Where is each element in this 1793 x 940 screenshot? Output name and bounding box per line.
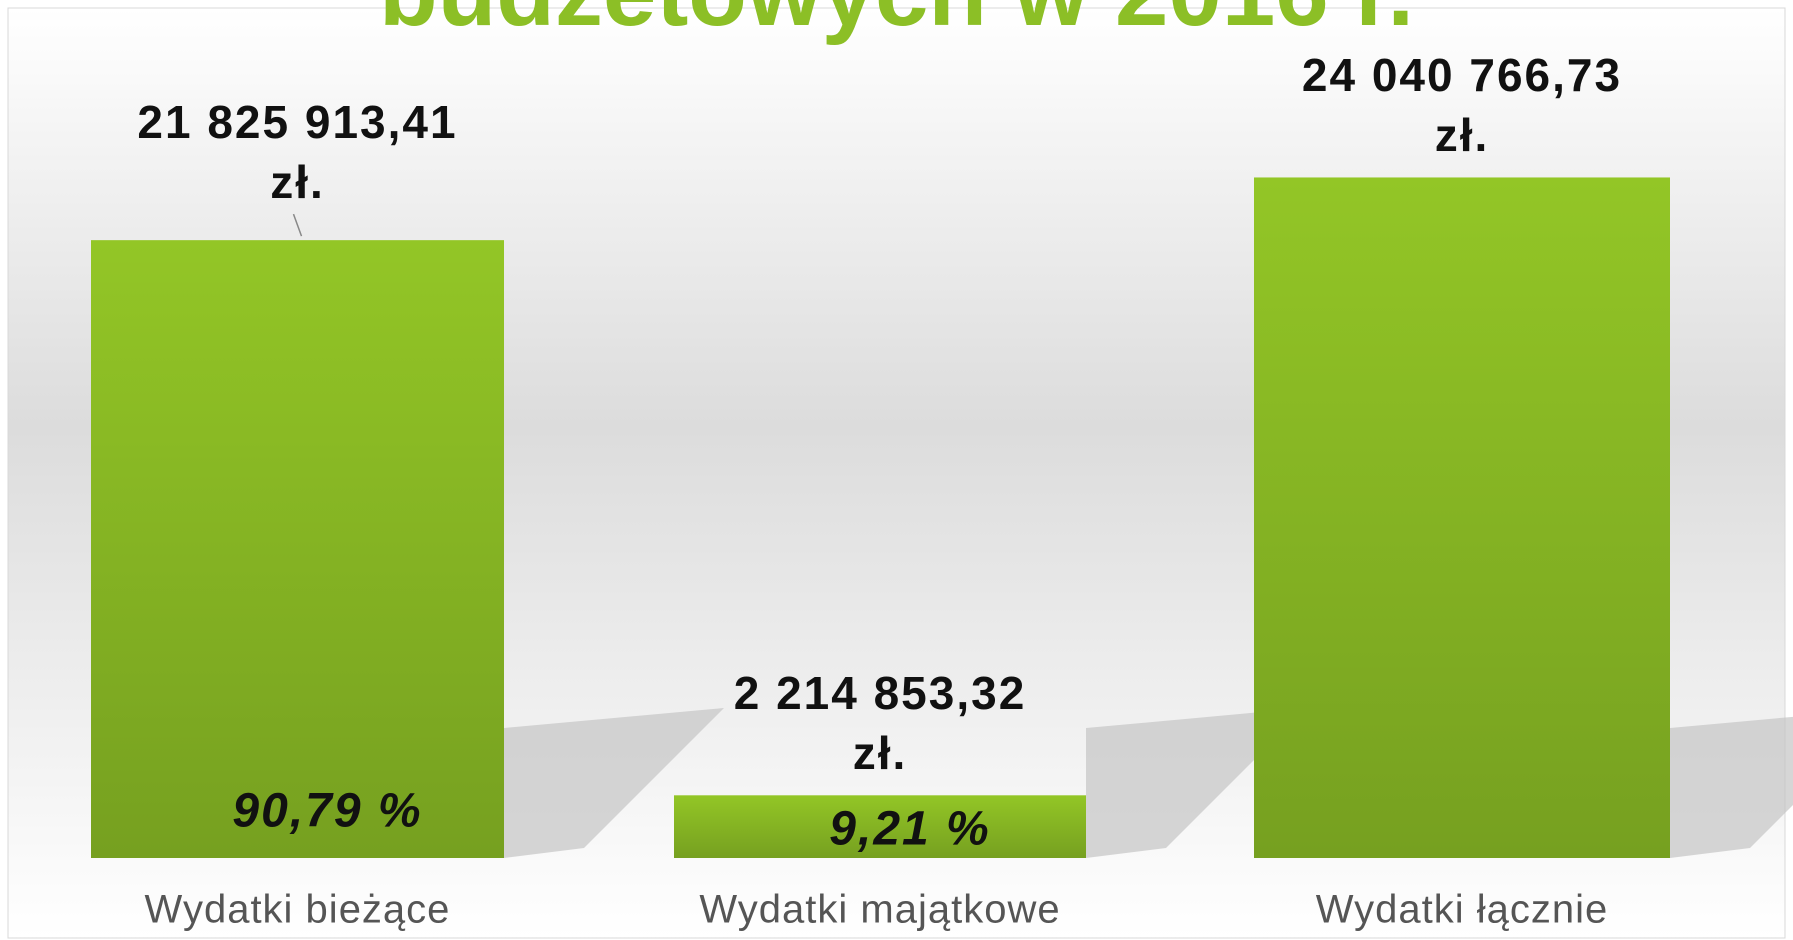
value-label: 21 825 913,41 zł. (137, 96, 458, 209)
leader-line (292, 213, 303, 237)
share-label: 90,79 % (232, 785, 422, 838)
bar-shadow (1670, 716, 1793, 858)
x-tick-label: Wydatki łącznie (1316, 888, 1609, 932)
bar (91, 240, 504, 858)
value-label: 2 214 853,32 zł. (733, 667, 1027, 780)
bar (1254, 177, 1670, 859)
bar (674, 795, 1086, 858)
x-tick-label: Wydatki bieżące (145, 888, 451, 932)
chart-title: budżetowych w 2016 r. (0, 0, 1793, 48)
x-tick-label: Wydatki majątkowe (699, 888, 1060, 932)
share-label: 9,21 % (829, 803, 990, 856)
bar-shadow (504, 708, 724, 858)
value-label: 24 040 766,73 zł. (1301, 49, 1623, 162)
bar-shadow (1086, 708, 1306, 858)
